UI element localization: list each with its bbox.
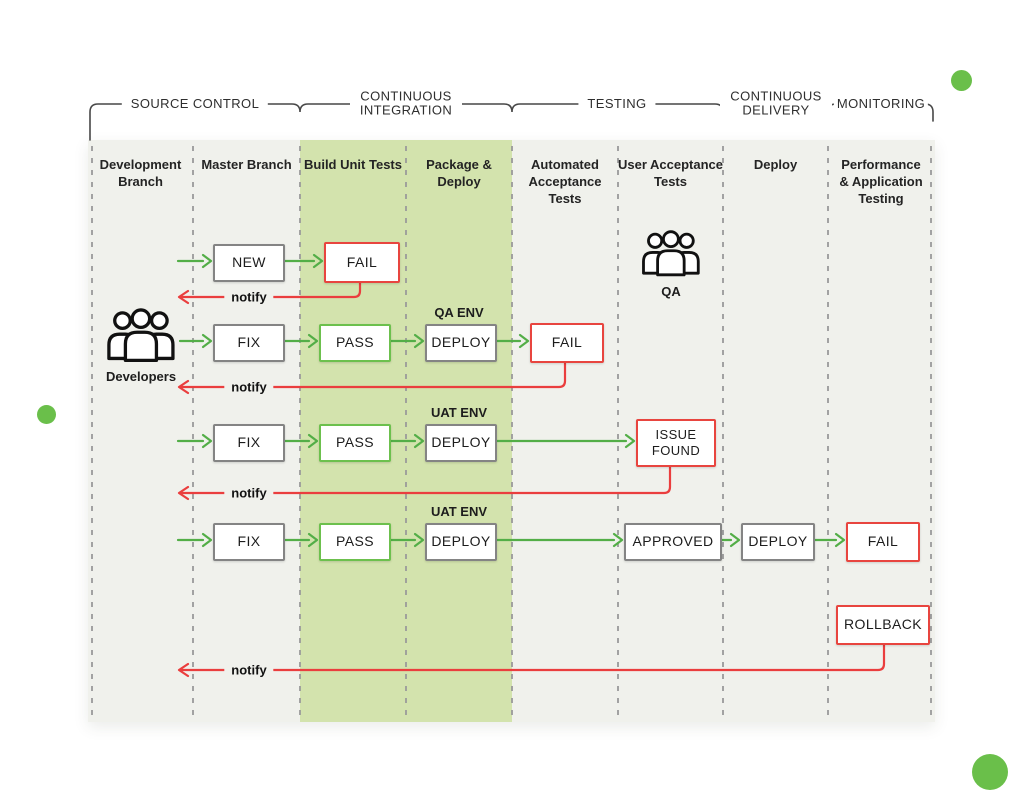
notify-label-row1: notify bbox=[224, 289, 274, 305]
notify-label-row3: notify bbox=[224, 485, 274, 501]
column-header-deploy: Deploy bbox=[753, 157, 798, 172]
decorative-dot-bottom-right bbox=[972, 754, 1008, 790]
status-box-deploy-production: DEPLOY bbox=[741, 523, 815, 561]
column-header-development-branch: Development Branch bbox=[99, 157, 182, 189]
status-box-fail-monitoring: FAIL bbox=[846, 522, 920, 562]
developers-label: Developers bbox=[105, 369, 177, 384]
env-label-uat-env-row4: UAT ENV bbox=[430, 504, 488, 519]
status-box-fail-automated-tests: FAIL bbox=[530, 323, 604, 363]
status-box-approved: APPROVED bbox=[624, 523, 722, 561]
column-header-package-deploy: Package & Deploy bbox=[426, 157, 492, 189]
decorative-dot-left bbox=[37, 405, 56, 424]
status-box-fix-row4: FIX bbox=[213, 523, 285, 561]
flow-arrows-green bbox=[176, 253, 846, 548]
stage-label-testing: TESTING bbox=[578, 95, 656, 113]
status-box-deploy-uat-row4: DEPLOY bbox=[425, 523, 497, 561]
status-box-rollback: ROLLBACK bbox=[836, 605, 930, 645]
status-box-pass-row2: PASS bbox=[319, 324, 391, 362]
column-header-master-branch: Master Branch bbox=[201, 157, 292, 172]
decorative-dot-top-right bbox=[951, 70, 972, 91]
column-header-user-acceptance-tests: User Acceptance Tests bbox=[618, 157, 724, 189]
env-label-qa-env: QA ENV bbox=[434, 305, 484, 320]
notify-arrows-red bbox=[177, 278, 886, 678]
stage-label-source-control: SOURCE CONTROL bbox=[121, 95, 269, 113]
stage-label-monitoring: MONITORING bbox=[833, 95, 929, 113]
status-box-fix-row3: FIX bbox=[213, 424, 285, 462]
status-box-issue-found: ISSUE FOUND bbox=[636, 419, 716, 467]
column-header-automated-acceptance-tests: Automated Acceptance Tests bbox=[528, 157, 602, 206]
status-box-deploy-qa-env: DEPLOY bbox=[425, 324, 497, 362]
status-box-new: NEW bbox=[213, 244, 285, 282]
status-box-deploy-uat-row3: DEPLOY bbox=[425, 424, 497, 462]
qa-label: QA bbox=[661, 284, 681, 299]
column-header-performance-application-testing: Performance & Application Testing bbox=[839, 157, 923, 206]
notify-label-rollback: notify bbox=[224, 662, 274, 678]
status-box-fix-row2: FIX bbox=[213, 324, 285, 362]
stage-label-continuous-integration: CONTINUOUS INTEGRATION bbox=[350, 88, 462, 120]
column-header-build-unit-tests: Build Unit Tests bbox=[304, 157, 402, 172]
status-box-pass-row4: PASS bbox=[319, 523, 391, 561]
status-box-pass-row3: PASS bbox=[319, 424, 391, 462]
env-label-uat-env-row3: UAT ENV bbox=[430, 405, 488, 420]
notify-label-row2: notify bbox=[224, 379, 274, 395]
stage-label-continuous-delivery: CONTINUOUS DELIVERY bbox=[720, 88, 832, 120]
status-box-fail-build: FAIL bbox=[324, 242, 400, 283]
